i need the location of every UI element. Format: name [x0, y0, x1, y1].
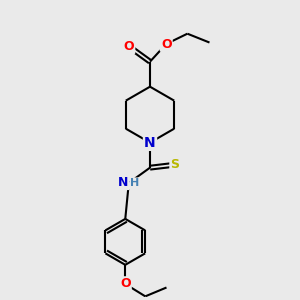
Text: O: O	[124, 40, 134, 53]
Text: H: H	[130, 178, 139, 188]
Text: O: O	[120, 278, 130, 290]
Text: O: O	[161, 38, 172, 50]
Text: H: H	[124, 178, 134, 188]
Text: S: S	[170, 158, 179, 171]
Text: N: N	[144, 136, 156, 150]
Text: N: N	[118, 176, 129, 190]
